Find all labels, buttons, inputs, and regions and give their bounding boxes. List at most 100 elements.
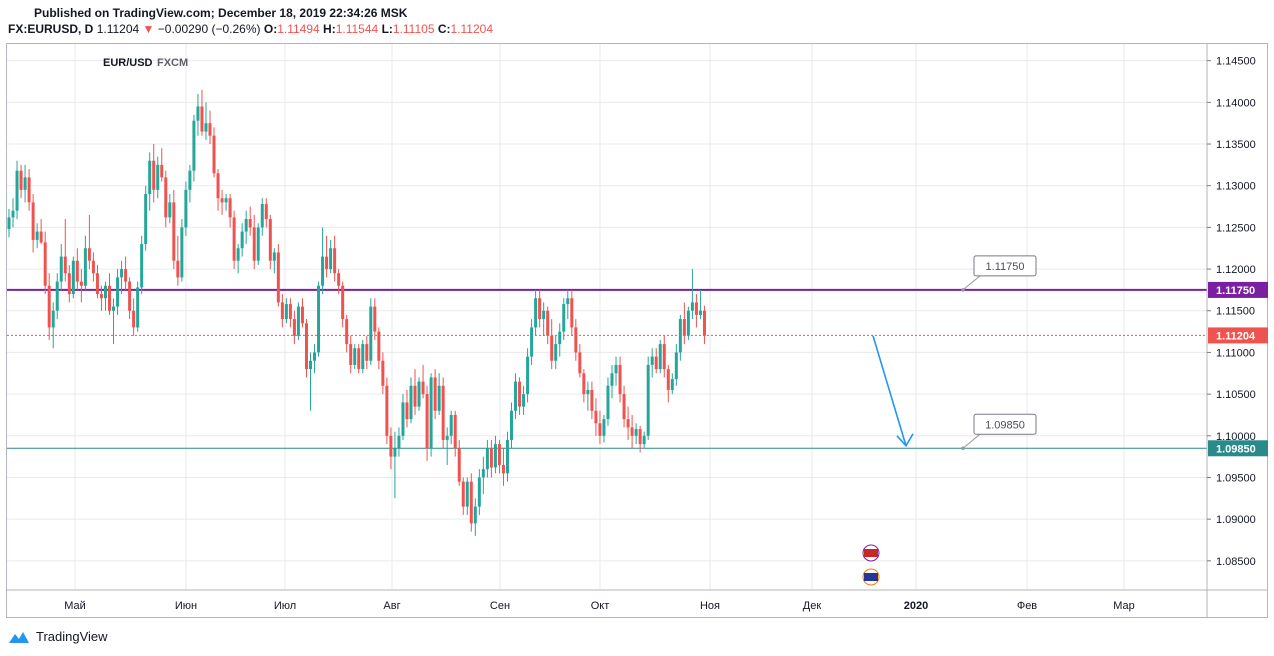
candle-body [313, 352, 317, 361]
candle-body [574, 327, 578, 353]
candle-body [542, 310, 546, 320]
candle-body [562, 304, 566, 332]
candle-body [694, 302, 698, 315]
candle-body [578, 352, 582, 374]
price-tick-label: 1.12000 [1216, 264, 1256, 276]
candle-body [678, 319, 682, 353]
candle-body [505, 439, 509, 474]
candle-body [546, 310, 550, 336]
candle-body [188, 170, 192, 190]
candle-body [501, 464, 505, 474]
candle-body [220, 198, 224, 203]
low-value: 1.11105 [392, 22, 435, 36]
candle-body [67, 273, 71, 295]
candle-body [638, 429, 642, 445]
time-tick-label: Май [64, 600, 86, 612]
time-tick-label: Авг [383, 600, 400, 612]
candle-body [489, 448, 493, 468]
candle-body [333, 248, 337, 274]
candle-body [124, 269, 128, 282]
candle-body [510, 410, 513, 440]
candle-body [31, 202, 35, 240]
candle-body [590, 389, 594, 411]
candle-body [522, 394, 526, 407]
candle-body [95, 273, 99, 295]
candle-body [264, 204, 268, 220]
price-tick-label: 1.13500 [1216, 139, 1256, 151]
time-tick-label: Сен [490, 600, 510, 612]
support-price-tag [1208, 440, 1268, 457]
price-axis[interactable]: 1.14500 1.14000 1.13500 1.13000 1.12500 1.120… [1206, 44, 1268, 618]
candle-body [381, 360, 385, 386]
candle-body [345, 319, 349, 345]
candle-body [280, 302, 284, 320]
candle-body [317, 285, 321, 353]
candle-body [164, 177, 168, 218]
candle-body [55, 281, 59, 311]
support-price-tag-label: 1.09850 [1216, 443, 1256, 455]
time-axis[interactable]: Май Июн Июл Авг Сен Окт Ноя Дек 2020 Фев Мар [6, 589, 1268, 612]
candle-body [570, 298, 574, 328]
projection-arrow-head [896, 433, 914, 448]
candle-body [682, 319, 686, 336]
candle-body [256, 227, 260, 261]
low-label: L: [381, 22, 393, 36]
candle-body [662, 344, 666, 370]
candle-body [51, 310, 55, 328]
candle-body [453, 414, 457, 449]
candle-body [276, 252, 280, 303]
candle-body [421, 381, 425, 395]
price-tick-label: 1.08500 [1216, 556, 1256, 568]
candle-body [144, 194, 148, 245]
candle-body [365, 344, 369, 361]
candle-body [473, 506, 477, 524]
resistance-price-tag [1208, 281, 1268, 298]
candle-body [112, 306, 116, 311]
candle-body [614, 364, 618, 374]
economic-event-markers [862, 544, 880, 586]
candle-body [160, 164, 164, 178]
candle-body [441, 385, 445, 440]
candle-body [497, 444, 501, 465]
candle-body [296, 306, 300, 336]
candle-body [309, 360, 312, 370]
candle-body [377, 331, 381, 361]
candle-body [176, 260, 180, 278]
candle-body [429, 377, 433, 449]
candle-body [288, 304, 292, 320]
level-lines [7, 288, 1207, 449]
candle-body [413, 385, 417, 407]
candle-body [337, 273, 341, 286]
candle-body [630, 427, 634, 436]
candle-body [272, 252, 276, 261]
candle-body [493, 444, 497, 468]
tradingview-logo-icon [9, 631, 29, 643]
last-price-tag [1208, 327, 1268, 344]
candle-body [449, 414, 453, 436]
candle-body [610, 373, 614, 386]
candle-body [116, 277, 120, 307]
candle-body [618, 364, 622, 395]
price-tick-label: 1.09500 [1216, 472, 1256, 484]
candle-body [445, 435, 449, 440]
candle-body [136, 287, 140, 328]
candle-body [132, 310, 136, 328]
candle-body [140, 244, 144, 288]
candle-body [353, 348, 357, 365]
candle-body [373, 306, 377, 332]
ohlc-legend: FX:EURUSD, D 1.11204 ▼ −0.00290 (−0.26%)… [8, 22, 493, 36]
footer-brand[interactable]: TradingView [8, 629, 108, 644]
time-tick-label: Мар [1113, 600, 1135, 612]
last-price-tag-label: 1.11204 [1216, 330, 1256, 342]
candle-body [11, 210, 15, 218]
resistance-price-tag-label: 1.11750 [1216, 285, 1255, 297]
candle-body [43, 242, 47, 286]
candle-body [526, 356, 530, 395]
candle-body [554, 344, 558, 361]
time-tick-label: Июл [274, 600, 296, 612]
candle-body [698, 310, 702, 315]
candle-body [650, 356, 654, 365]
candle-body [128, 281, 132, 311]
candle-body [75, 260, 79, 282]
